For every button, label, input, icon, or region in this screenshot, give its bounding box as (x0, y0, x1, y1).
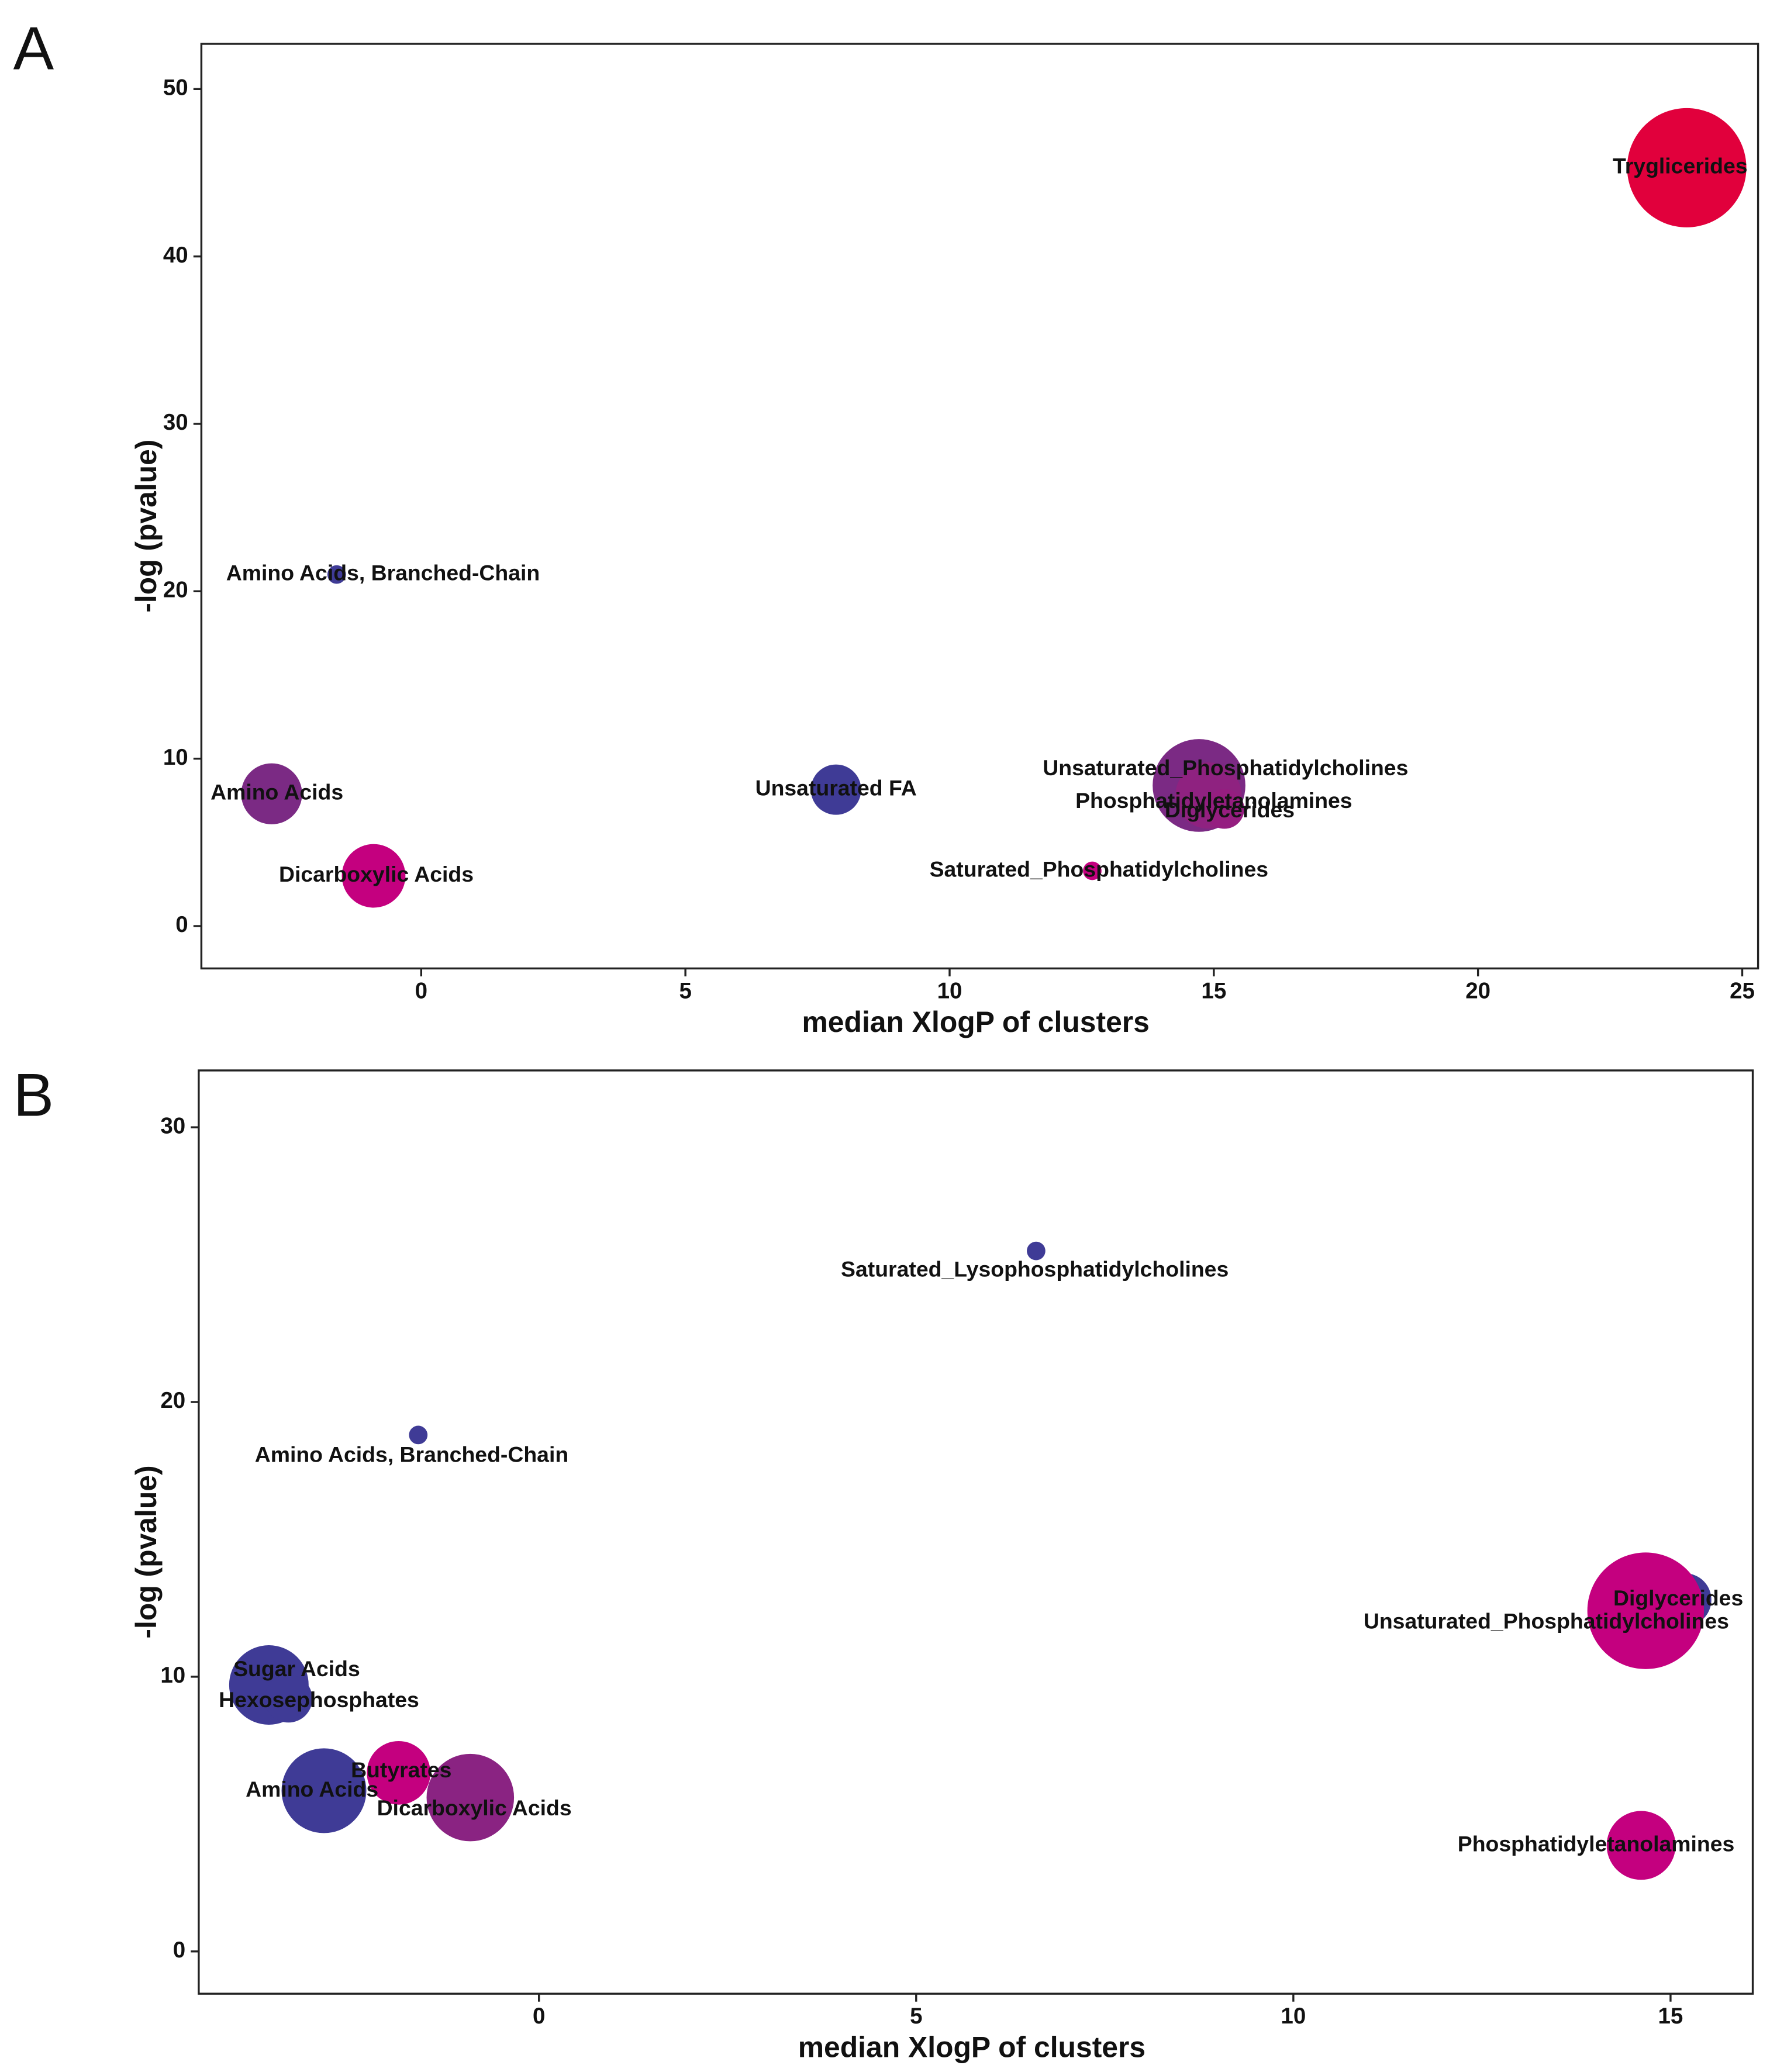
bubble (1606, 1811, 1676, 1880)
bubble (426, 1753, 515, 1842)
point-label: Sugar Acids (233, 1656, 360, 1681)
bubble (241, 763, 302, 824)
x-tick-label: 25 (1730, 978, 1755, 1003)
x-axis-title: median XlogP of clusters (798, 2030, 1146, 2063)
point-label: Amino Acids (246, 1777, 378, 1801)
y-tick-label: 10 (163, 745, 188, 770)
x-tick-label: 10 (937, 978, 962, 1003)
bubble (810, 764, 861, 815)
point-label: Saturated_Phosphatidylcholines (930, 857, 1268, 881)
x-tick-label: 20 (1465, 978, 1490, 1003)
x-tick-label: 0 (415, 978, 427, 1003)
point-label: Amino Acids (211, 780, 343, 804)
bubble (1204, 789, 1244, 829)
bubble (367, 1741, 431, 1805)
plot-frame (200, 43, 1759, 970)
point-label: Unsaturated FA (755, 776, 917, 800)
x-tick-label: 10 (1281, 2004, 1306, 2029)
bubble (264, 1674, 313, 1723)
point-label: Dicarboxylic Acids (377, 1795, 572, 1820)
y-axis-title: -log (pvalue) (130, 1465, 163, 1638)
x-tick-label: 5 (910, 2004, 922, 2029)
y-tick-label: 0 (173, 1938, 185, 1963)
bubble (409, 1425, 428, 1445)
x-tick-label: 0 (533, 2004, 545, 2029)
point-label: Amino Acids, Branched-Chain (226, 561, 540, 585)
point-label: Hexosephosphates (219, 1687, 419, 1712)
y-tick-label: 20 (160, 1388, 185, 1413)
y-tick-label: 0 (175, 912, 188, 937)
y-tick-label: 30 (163, 410, 188, 435)
point-label: Phosphatidyletanolamines (1458, 1831, 1735, 1856)
bubble (1627, 108, 1747, 227)
point-label: Diglycerides (1613, 1586, 1743, 1610)
y-tick-label: 10 (160, 1663, 185, 1688)
y-tick-label: 20 (163, 577, 188, 602)
y-tick-label: 40 (163, 243, 188, 268)
panel-letter: A (13, 15, 54, 82)
plot-frame (198, 1069, 1754, 1995)
point-label: Butyrates (351, 1757, 451, 1782)
bubble (1587, 1552, 1705, 1669)
point-label: Unsaturated_Phosphatidylcholines (1364, 1608, 1729, 1633)
point-label: Tryglicerides (1613, 154, 1748, 178)
y-tick-label: 30 (160, 1113, 185, 1138)
bubble (327, 565, 346, 584)
x-tick-label: 5 (679, 978, 691, 1003)
point-label: Unsaturated_Phosphatidylcholines (1043, 755, 1408, 780)
bubble (1027, 1241, 1046, 1261)
point-label: Amino Acids, Branched-Chain (255, 1442, 568, 1467)
point-label: Dicarboxylic Acids (279, 862, 474, 886)
panel-letter: B (13, 1061, 54, 1129)
point-label: Diglycerides (1165, 797, 1295, 822)
bubble (281, 1748, 367, 1833)
x-axis-title: median XlogP of clusters (802, 1006, 1149, 1038)
y-tick-label: 50 (163, 75, 188, 100)
y-axis-title: -log (pvalue) (130, 440, 163, 613)
bubble (1083, 861, 1102, 880)
bubble (341, 844, 406, 908)
point-label: Saturated_Lysophosphatidylcholines (841, 1256, 1229, 1281)
x-tick-label: 15 (1201, 978, 1226, 1003)
x-tick-label: 15 (1658, 2004, 1683, 2029)
point-label: Phosphatidyletanolamines (1075, 788, 1352, 813)
